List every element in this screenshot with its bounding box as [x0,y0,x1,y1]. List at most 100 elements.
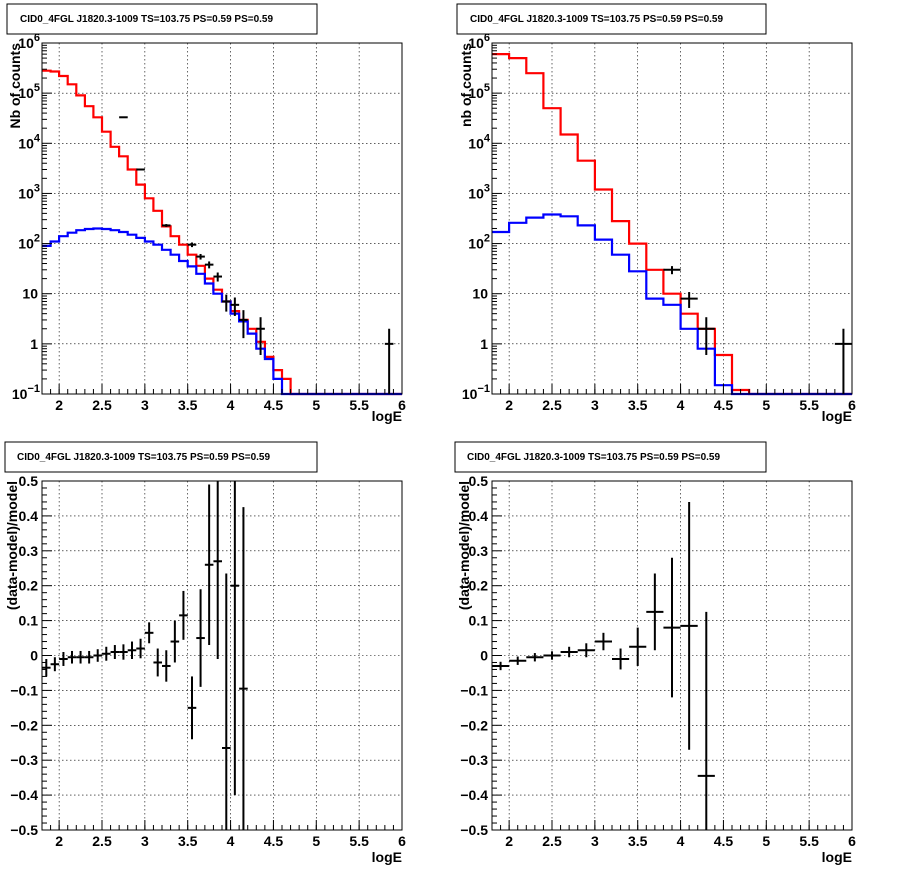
residual-point [179,591,188,640]
x-tick-label: 3.5 [178,397,198,413]
x-tick-label: 3 [591,397,599,413]
y-tick-label: −0.2 [10,717,38,733]
y-tick-label: −0.4 [10,787,38,803]
residual-point [578,643,595,657]
residual-point [205,484,214,645]
y-axis-title: nb of counts [458,43,474,127]
chart-title: CID0_4FGL J1820.3-1009 TS=103.75 PS=0.59… [17,452,270,463]
residual-point [68,651,77,664]
x-tick-label: 3 [141,397,149,413]
residual-point [595,633,612,650]
chart-title: CID0_4FGL J1820.3-1009 TS=103.75 PS=0.59… [467,452,720,463]
series-layer [492,54,852,394]
residual-point [681,502,698,750]
x-tick-label: 5 [312,397,320,413]
data-point [196,254,205,260]
series-layer [492,502,715,830]
x-tick-label: 5.5 [799,833,819,849]
data-point [385,329,394,394]
residual-point [231,481,240,795]
y-tick-label: −0.3 [460,752,488,768]
residual-point [111,645,120,659]
y-tick-label: 103 [18,182,40,201]
residual-point [59,652,68,666]
x-tick-label: 2 [55,833,63,849]
residual-point [663,558,680,698]
y-tick-label: 10−1 [12,383,40,402]
model-total-histogram [42,71,402,394]
x-axis-title: logE [822,408,852,424]
y-tick-label: 10 [22,286,38,302]
y-tick-label: 102 [468,233,490,252]
data-point [835,329,852,394]
y-tick-label: 0.2 [19,578,39,594]
x-tick-label: 4 [677,397,685,413]
x-tick-label: 4 [227,833,235,849]
residual-point [612,649,629,670]
residual-point [509,657,526,665]
residual-point [646,573,663,650]
residual-point [239,507,248,830]
y-tick-label: 10 [472,286,488,302]
x-tick-label: 2 [505,397,513,413]
y-tick-label: −0.1 [460,682,488,698]
x-axis-title: logE [372,849,402,865]
x-tick-label: 2.5 [92,833,112,849]
data-point [239,310,248,338]
y-tick-label: 10−1 [462,383,490,402]
x-tick-label: 5 [762,833,770,849]
residual-point [561,647,578,657]
y-tick-label: 104 [18,132,41,151]
x-tick-label: 2.5 [542,397,562,413]
x-tick-label: 5 [762,397,770,413]
model-source-histogram [42,229,402,395]
y-tick-label: 0.5 [19,473,39,489]
x-tick-label: 4.5 [714,833,734,849]
x-tick-label: 3.5 [628,833,648,849]
residual-point [188,676,197,739]
y-tick-label: −0.5 [460,822,488,838]
x-tick-label: 2.5 [92,397,112,413]
residual-point [492,662,509,670]
y-tick-label: 0.1 [19,613,39,629]
x-tick-label: 4 [227,397,235,413]
residual-point [93,649,102,662]
residual-point [153,649,162,677]
y-tick-label: −0.1 [10,682,38,698]
data-point [681,292,698,308]
y-axis-title: Nb of counts [7,43,23,129]
data-point [222,295,231,312]
residual-point [136,639,145,659]
series-layer [42,71,402,394]
model-source-histogram [492,215,852,395]
y-tick-label: −0.3 [10,752,38,768]
residual-point [51,657,60,671]
y-tick-label: −0.2 [460,717,488,733]
data-point [205,261,214,268]
x-tick-label: 3.5 [628,397,648,413]
y-tick-label: 1 [480,336,488,352]
grid-lines [42,43,402,394]
chart-title: CID0_4FGL J1820.3-1009 TS=103.75 PS=0.59… [470,14,723,25]
residual-point [213,481,222,659]
residual-point [145,622,154,643]
grid-lines [492,43,852,394]
x-tick-label: 2 [55,397,63,413]
data-point [663,266,680,274]
x-axis-title: logE [822,849,852,865]
y-tick-label: 0 [480,648,488,664]
residual-point [196,589,205,687]
residual-point [102,647,111,661]
y-tick-label: 1 [30,336,38,352]
residual-point [222,573,231,830]
y-tick-label: 102 [18,233,40,252]
x-axis-title: logE [372,408,402,424]
residual-point [162,650,171,681]
residual-point [42,659,51,676]
plot-frame [492,43,852,394]
